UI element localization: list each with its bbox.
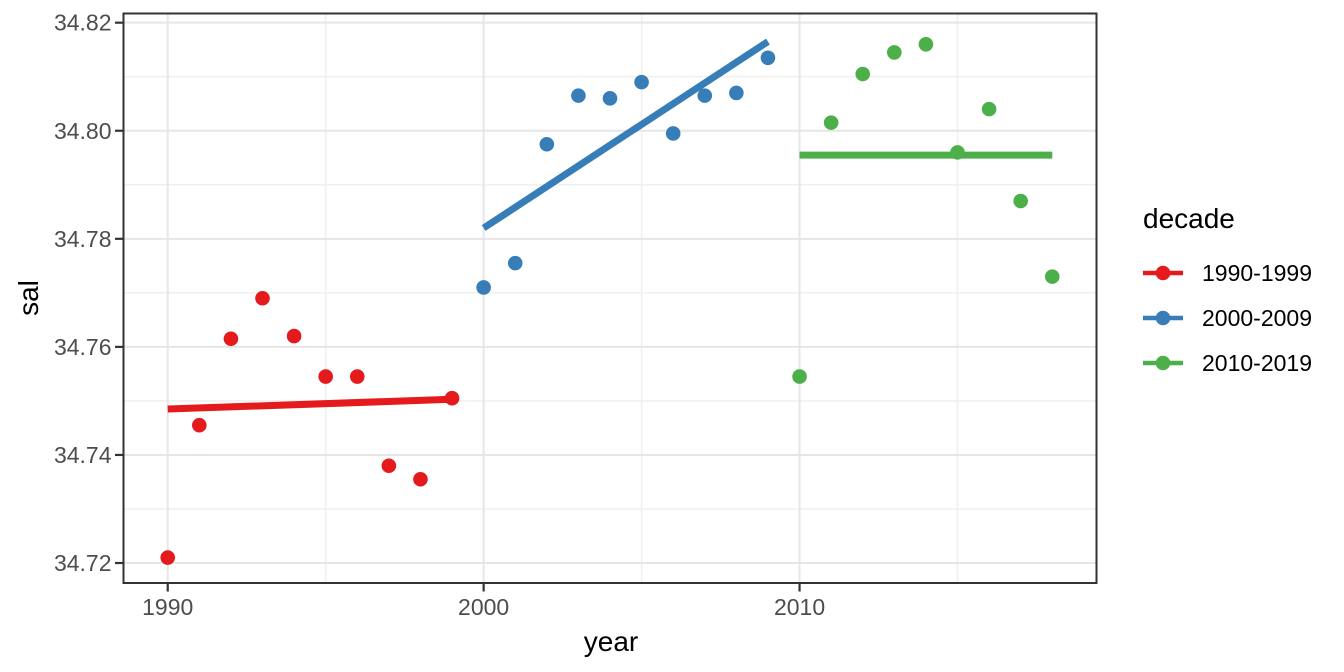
legend-key-icon <box>1143 265 1183 281</box>
data-point <box>855 66 871 82</box>
data-point <box>1013 193 1028 209</box>
x-tick-label: 2000 <box>458 594 509 620</box>
panel-border <box>122 12 1098 584</box>
x-tick-label: 1990 <box>142 594 193 620</box>
data-point <box>823 115 839 130</box>
data-point <box>539 136 555 152</box>
data-point <box>918 36 934 52</box>
x-axis-title: year <box>583 626 639 657</box>
data-point <box>381 458 397 474</box>
data-point <box>223 331 239 347</box>
legend: decade 1990-1999 2000-2009 2010-2019 <box>1143 202 1312 378</box>
x-axis: 1990 2000 2010 <box>142 584 825 620</box>
data-point <box>697 88 713 103</box>
legend-item-label: 2000-2009 <box>1202 304 1312 331</box>
legend-items: 1990-1999 2000-2009 2010-2019 <box>1143 258 1312 378</box>
legend-item-label: 1990-1999 <box>1202 259 1312 286</box>
series-1990-1999 <box>160 290 460 565</box>
y-axis-title: sal <box>13 280 44 316</box>
y-axis: 34.72 34.74 34.76 34.78 34.80 34.82 <box>54 10 123 576</box>
data-point <box>192 417 207 433</box>
data-point <box>318 369 333 384</box>
legend-item: 2010-2019 <box>1143 348 1312 378</box>
y-tick-label: 34.78 <box>54 226 112 252</box>
legend-key-icon <box>1143 355 1183 371</box>
legend-item-label: 2010-2019 <box>1202 349 1312 376</box>
data-point <box>792 369 807 384</box>
data-point <box>950 145 965 160</box>
data-point <box>760 50 776 66</box>
y-tick-label: 34.80 <box>54 118 112 144</box>
legend-title: decade <box>1143 203 1235 234</box>
x-tick-label: 2010 <box>774 594 825 620</box>
grid-major <box>123 13 1097 583</box>
data-point <box>634 74 649 90</box>
data-point <box>602 91 618 106</box>
y-tick-label: 34.72 <box>54 550 112 576</box>
series-2000-2009 <box>476 38 776 295</box>
data-point <box>255 290 270 306</box>
legend-item: 2000-2009 <box>1143 303 1312 333</box>
data-point <box>1044 269 1060 284</box>
data-point <box>476 280 491 295</box>
y-tick-label: 34.74 <box>54 442 112 468</box>
data-point <box>413 471 428 487</box>
y-tick-label: 34.76 <box>54 334 112 360</box>
trend-line <box>481 38 770 231</box>
data-point <box>887 45 902 60</box>
legend-key-icon <box>1143 310 1183 326</box>
data-point <box>286 328 302 344</box>
grid-minor <box>123 13 1097 583</box>
data-point <box>444 390 460 406</box>
y-tick-label: 34.82 <box>54 10 112 36</box>
series-2010-2019 <box>792 36 1060 384</box>
data-point <box>729 85 744 101</box>
data-point <box>981 101 997 117</box>
trend-line <box>167 395 453 413</box>
data-point <box>571 88 586 103</box>
data-point <box>665 126 681 141</box>
legend-item: 1990-1999 <box>1143 258 1312 288</box>
data-point <box>160 550 176 565</box>
data-point <box>349 369 365 384</box>
data-point <box>507 255 523 271</box>
